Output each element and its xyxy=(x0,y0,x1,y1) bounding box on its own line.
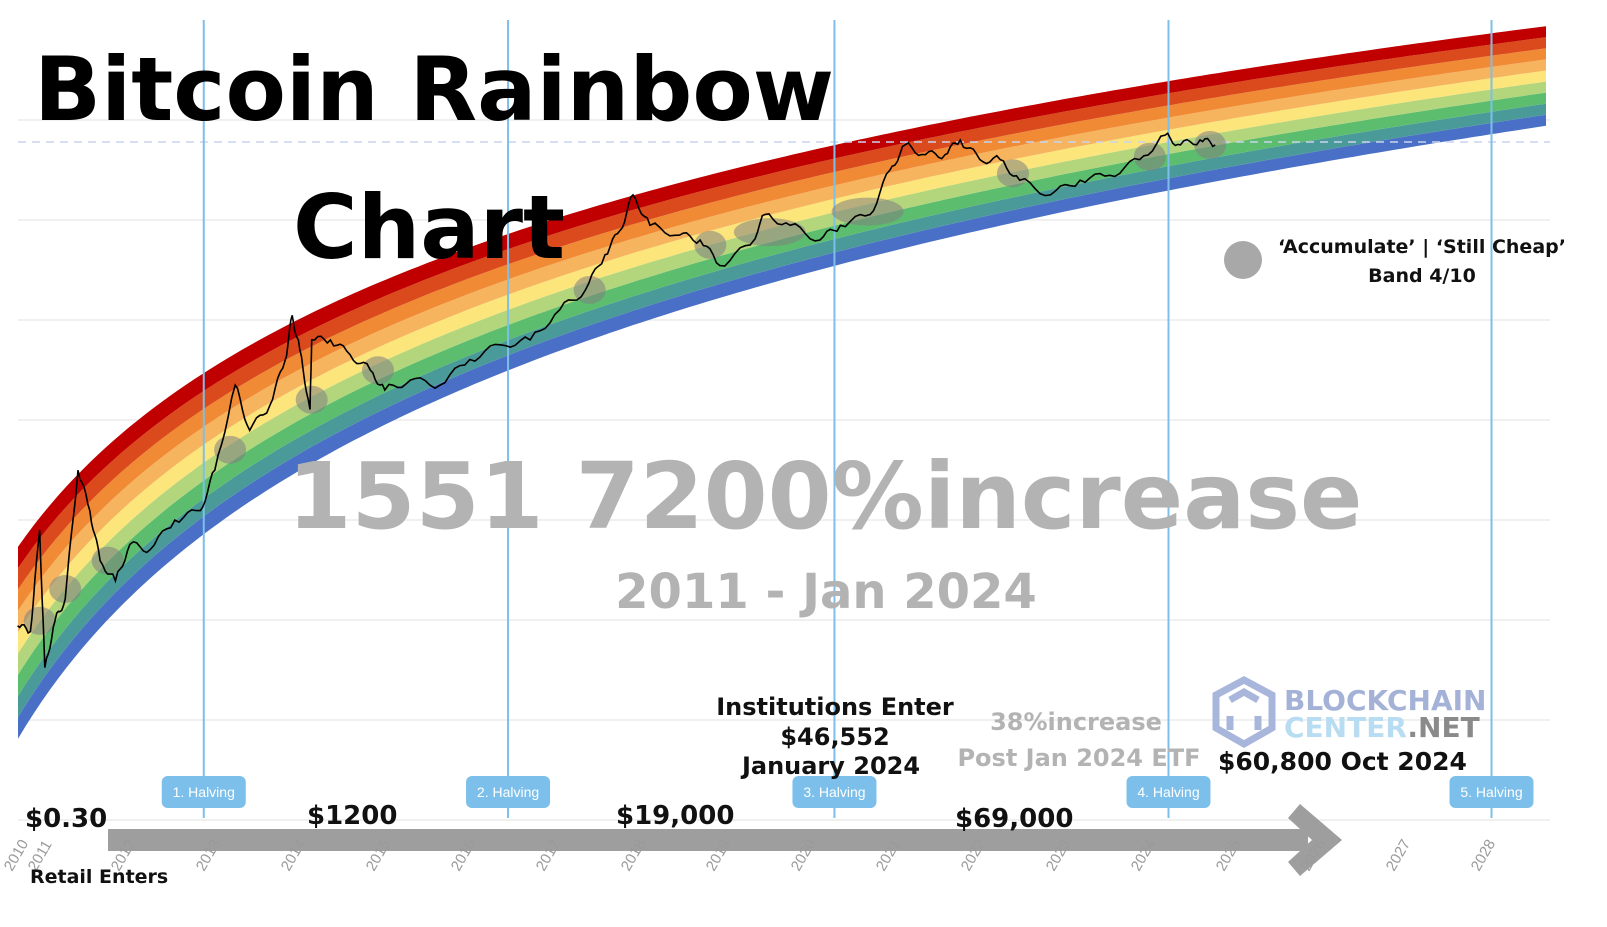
title-line2: Chart xyxy=(293,176,565,279)
halving-labels: 1. Halving 2. Halving 3. Halving 4. Halving… xyxy=(161,776,1534,808)
legend-label: ‘Accumulate’ | ‘Still Cheap’ xyxy=(1278,236,1566,258)
legend-band: Band 4/10 xyxy=(1368,265,1476,287)
annotation-etf-post: Post Jan 2024 ETF xyxy=(957,744,1200,772)
halving-label: 5. Halving xyxy=(1460,784,1522,800)
annotation-institutions-price: $46,552 xyxy=(780,723,889,751)
accumulate-marker xyxy=(694,230,727,259)
legend-marker xyxy=(1224,241,1262,279)
accumulate-marker xyxy=(1133,142,1166,171)
annotation-69000: $69,000 xyxy=(955,804,1073,834)
annotation-institutions: Institutions Enter xyxy=(716,693,954,721)
halving-label: 2. Halving xyxy=(477,784,539,800)
year-label: 2027 xyxy=(1383,837,1414,874)
accumulate-marker xyxy=(49,575,82,604)
logo-net: .NET xyxy=(1407,711,1479,744)
accumulate-marker xyxy=(295,385,328,414)
accumulate-marker xyxy=(831,197,904,226)
annotation-1200: $1200 xyxy=(307,801,397,831)
timeline-arrow xyxy=(108,804,1342,876)
halving-badge xyxy=(161,776,246,808)
accumulate-marker xyxy=(1194,130,1227,159)
title-line1: Bitcoin Rainbow xyxy=(34,38,834,141)
halving-badge xyxy=(1449,776,1534,808)
annotation-19000: $19,000 xyxy=(616,801,734,831)
halving-badge xyxy=(1126,776,1211,808)
halving-badge xyxy=(466,776,551,808)
logo-center: CENTER xyxy=(1284,711,1407,744)
price-line xyxy=(17,132,1216,668)
range-watermark: 2011 - Jan 2024 xyxy=(615,564,1037,620)
halving-badge xyxy=(792,776,877,808)
accumulate-marker xyxy=(996,159,1029,188)
accumulate-marker xyxy=(362,356,394,385)
year-label: 2010 xyxy=(1,837,32,874)
halving-label: 4. Halving xyxy=(1137,784,1199,800)
halving-label: 1. Halving xyxy=(173,784,235,800)
increase-watermark: 1551 7200%increase xyxy=(288,443,1363,550)
logo-line1: BLOCKCHAIN xyxy=(1284,684,1486,717)
halving-label: 3. Halving xyxy=(803,784,865,800)
annotation-institutions-date: January 2024 xyxy=(740,752,920,780)
accumulate-marker xyxy=(733,218,806,247)
blockchaincenter-logo: BLOCKCHAIN CENTER.NET xyxy=(1212,676,1486,749)
accumulate-marker xyxy=(214,435,247,464)
halving-lines xyxy=(202,20,1493,818)
year-label: 2028 xyxy=(1468,837,1499,874)
logo-line2: CENTER.NET xyxy=(1284,711,1480,744)
annotation-retail: Retail Enters xyxy=(30,866,168,888)
accumulate-marker xyxy=(23,606,56,635)
annotation-etf-increase: 38%increase xyxy=(990,708,1162,736)
annotation-start-price: $0.30 xyxy=(25,804,107,834)
logo-cube-icon xyxy=(1212,676,1276,749)
annotation-oct-2024: $60,800 Oct 2024 xyxy=(1218,747,1467,776)
